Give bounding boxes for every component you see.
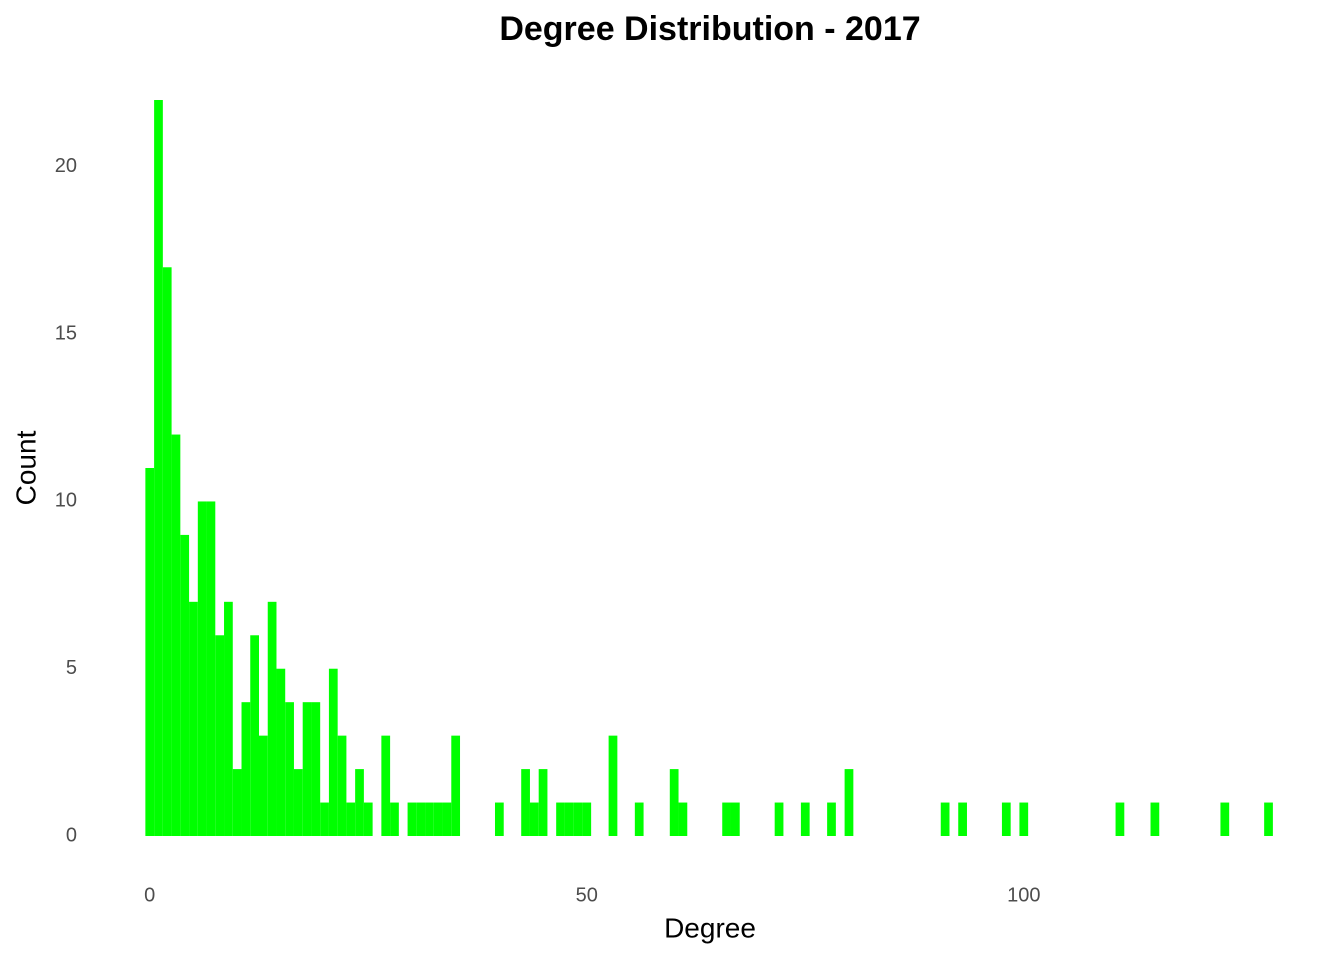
histogram-bar xyxy=(494,802,504,836)
histogram-bar xyxy=(162,267,172,837)
histogram-bar xyxy=(407,802,417,836)
histogram-bar xyxy=(355,769,364,836)
chart-title: Degree Distribution - 2017 xyxy=(499,10,920,48)
histogram-bar xyxy=(171,434,181,836)
x-tick-label: 0 xyxy=(144,884,155,906)
histogram-bar xyxy=(302,702,312,836)
y-axis-title: Count xyxy=(10,430,41,505)
histogram-bar xyxy=(276,668,286,836)
y-tick-label: 0 xyxy=(66,824,77,846)
histogram-bar xyxy=(337,735,347,836)
histogram-bar xyxy=(940,802,950,836)
histogram-bar xyxy=(573,802,583,836)
histogram-bar xyxy=(958,802,967,836)
histogram-bar xyxy=(258,735,268,836)
histogram-bar xyxy=(844,769,854,836)
histogram-bar xyxy=(800,802,810,836)
y-tick-label: 10 xyxy=(55,490,77,512)
histogram-bar xyxy=(180,534,190,836)
histogram-bar xyxy=(564,802,574,836)
histogram-bar xyxy=(433,802,443,836)
histogram-bar xyxy=(416,802,426,836)
y-tick-label: 5 xyxy=(66,657,77,679)
histogram-bar xyxy=(215,635,225,836)
histogram-bar xyxy=(1019,802,1029,836)
histogram-bar xyxy=(320,802,329,836)
histogram-bar xyxy=(425,802,434,836)
histogram-bar xyxy=(827,802,836,836)
histogram-bar xyxy=(442,802,452,836)
histogram-bar xyxy=(556,802,565,836)
histogram-bar xyxy=(206,501,216,836)
histogram-bar xyxy=(328,668,338,836)
histogram-bar xyxy=(582,802,592,836)
histogram-bar xyxy=(1115,802,1125,836)
histogram-bar xyxy=(730,802,740,836)
histogram-bar xyxy=(346,802,356,836)
histogram-bar xyxy=(197,501,207,836)
histogram-bar xyxy=(722,802,731,836)
histogram-bar xyxy=(390,802,399,836)
y-tick-label: 20 xyxy=(55,155,77,177)
histogram-bar xyxy=(250,635,259,836)
histogram-bar xyxy=(529,802,539,836)
histogram-bar xyxy=(285,702,294,836)
histogram-bar xyxy=(293,769,303,836)
y-tick-label: 15 xyxy=(55,322,77,344)
histogram-bar xyxy=(232,769,242,836)
x-tick-label: 50 xyxy=(576,884,598,906)
histogram-bar xyxy=(224,601,233,836)
histogram-bar xyxy=(608,735,618,836)
histogram-bar xyxy=(538,769,548,836)
histogram-bar xyxy=(154,100,163,836)
histogram-bar xyxy=(1150,802,1160,836)
histogram-bar xyxy=(1001,802,1011,836)
histogram-bar xyxy=(634,802,644,836)
histogram-bar xyxy=(145,468,155,836)
histogram-bar xyxy=(381,735,391,836)
histogram-bar xyxy=(189,601,198,836)
x-axis-title: Degree xyxy=(664,912,756,943)
histogram-bar xyxy=(669,769,679,836)
histogram-bar xyxy=(311,702,321,836)
histogram-bar xyxy=(241,702,251,836)
histogram-bar xyxy=(521,769,530,836)
x-tick-label: 100 xyxy=(1007,884,1040,906)
histogram-bar xyxy=(267,601,277,836)
histogram-bar xyxy=(1264,802,1273,836)
histogram-bar xyxy=(451,735,461,836)
histogram-bar xyxy=(774,802,784,836)
histogram-bar xyxy=(678,802,688,836)
histogram-bar xyxy=(363,802,373,836)
histogram-bar xyxy=(1220,802,1230,836)
